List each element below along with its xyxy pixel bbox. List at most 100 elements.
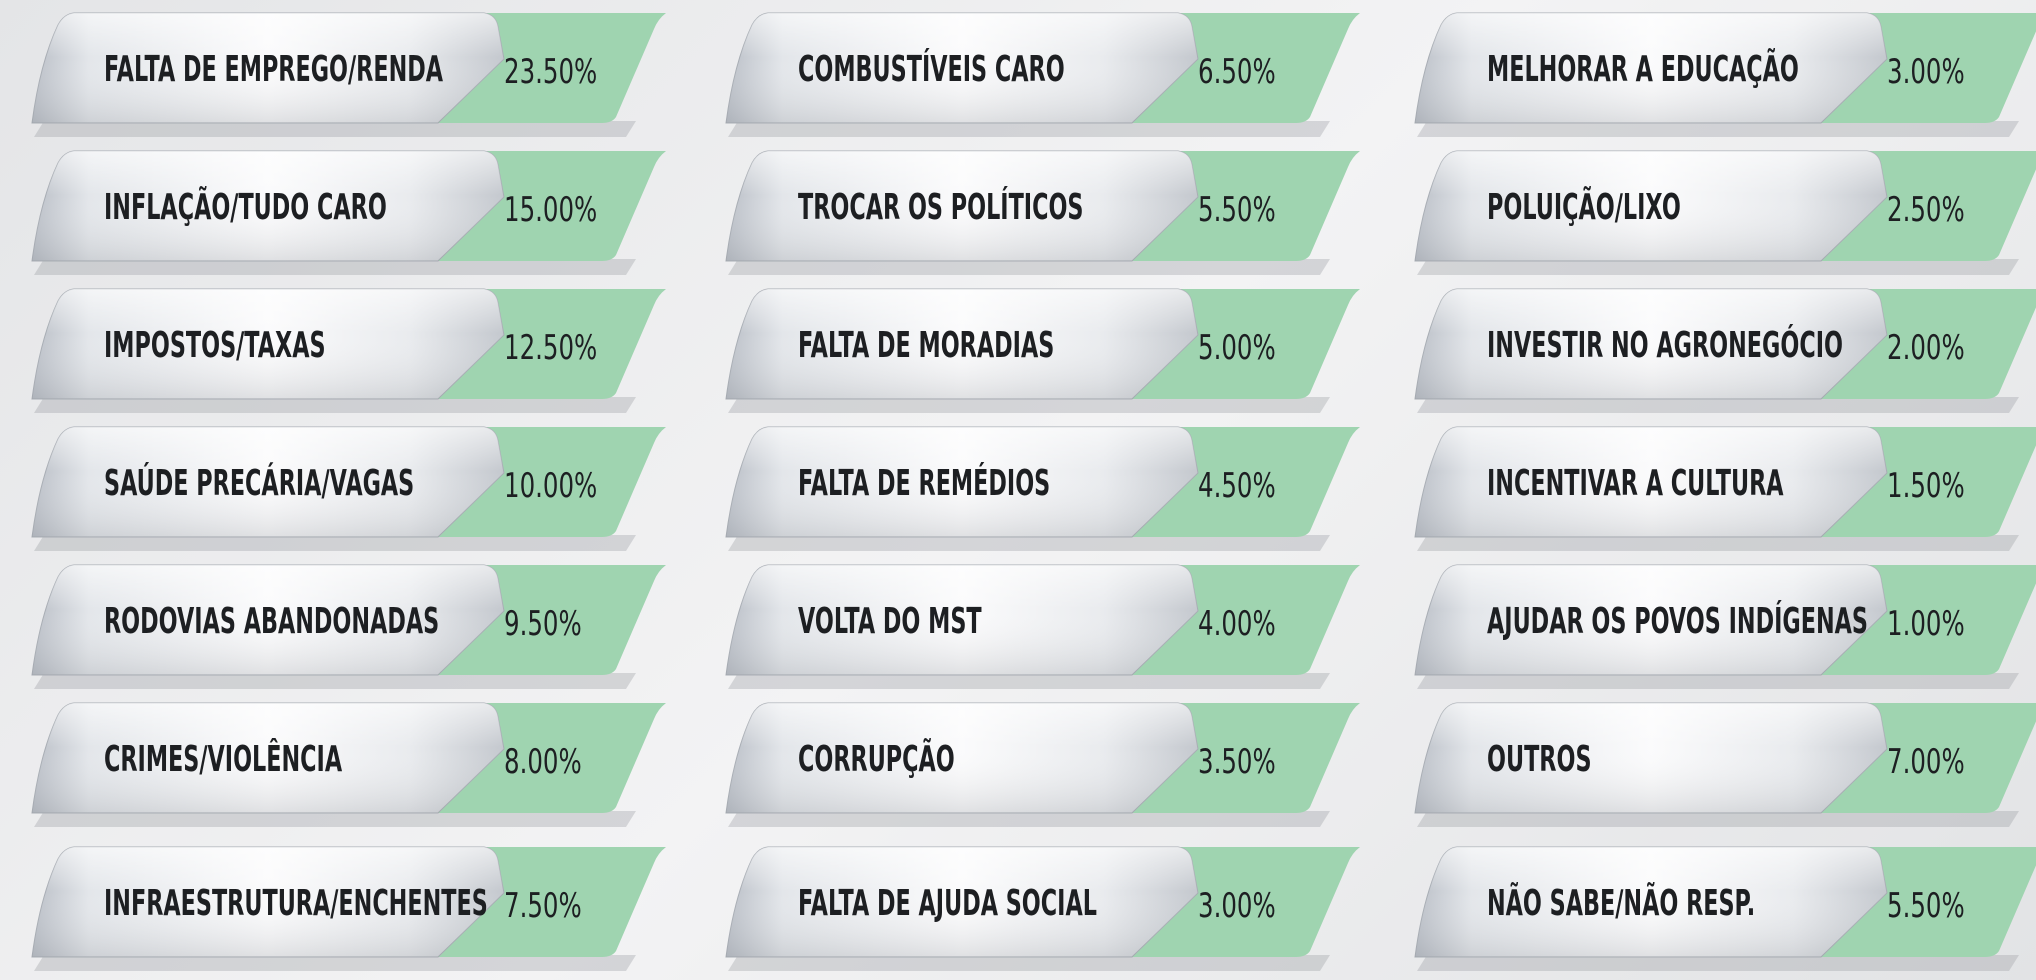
card: FALTA DE REMÉDIOS 4.50% xyxy=(725,426,1360,551)
item-label: CRIMES/VIOLÊNCIA xyxy=(104,737,343,780)
card: MELHORAR A EDUCAÇÃO 3.00% xyxy=(1414,12,2036,137)
item-label: AJUDAR OS POVOS INDÍGENAS xyxy=(1487,599,1868,642)
item-value: 10.00% xyxy=(504,466,597,505)
card-shadow xyxy=(34,673,636,689)
card-shadow xyxy=(728,259,1330,275)
item-label: COMBUSTÍVEIS CARO xyxy=(798,47,1065,90)
item-value: 2.00% xyxy=(1887,328,1965,367)
card: FALTA DE AJUDA SOCIAL 3.00% xyxy=(725,846,1360,971)
item-label: POLUIÇÃO/LIXO xyxy=(1487,184,1681,228)
item-label: INFRAESTRUTURA/ENCHENTES xyxy=(104,883,488,925)
item-label: SAÚDE PRECÁRIA/VAGAS xyxy=(104,460,414,504)
card-shadow xyxy=(728,955,1330,971)
item-value: 1.00% xyxy=(1887,604,1965,643)
card: SAÚDE PRECÁRIA/VAGAS 10.00% xyxy=(31,426,666,551)
item-value: 6.50% xyxy=(1198,52,1276,91)
label-gloss xyxy=(726,565,1198,675)
card: COMBUSTÍVEIS CARO 6.50% xyxy=(725,12,1360,137)
card-shadow xyxy=(728,397,1330,413)
item-value: 5.50% xyxy=(1198,190,1276,229)
card: FALTA DE MORADIAS 5.00% xyxy=(725,288,1360,413)
item-label: FALTA DE EMPREGO/RENDA xyxy=(104,49,444,91)
card: INFRAESTRUTURA/ENCHENTES 7.50% xyxy=(31,846,666,971)
item-label: IMPOSTOS/TAXAS xyxy=(104,325,326,367)
label-gloss xyxy=(726,13,1198,123)
card-shadow xyxy=(728,535,1330,551)
item-value: 12.50% xyxy=(504,328,597,367)
card: POLUIÇÃO/LIXO 2.50% xyxy=(1414,150,2036,275)
card-shadow xyxy=(1417,121,2019,137)
item-value: 3.50% xyxy=(1198,742,1276,781)
item-value: 3.00% xyxy=(1887,52,1965,91)
item-label: INVESTIR NO AGRONEGÓCIO xyxy=(1487,322,1843,366)
card-shadow xyxy=(34,811,636,827)
item-value: 7.50% xyxy=(504,886,582,925)
item-label: TROCAR OS POLÍTICOS xyxy=(798,185,1084,228)
card: TROCAR OS POLÍTICOS 5.50% xyxy=(725,150,1360,275)
card-shadow xyxy=(34,955,636,971)
item-value: 4.50% xyxy=(1198,466,1276,505)
item-value: 7.00% xyxy=(1887,742,1965,781)
item-label: VOLTA DO MST xyxy=(798,601,982,643)
card-shadow xyxy=(728,121,1330,137)
card-shadow xyxy=(728,811,1330,827)
item-value: 15.00% xyxy=(504,190,597,229)
card: VOLTA DO MST 4.00% xyxy=(725,564,1360,689)
item-label: FALTA DE AJUDA SOCIAL xyxy=(798,883,1097,925)
card-shadow xyxy=(1417,259,2019,275)
card-shadow xyxy=(34,259,636,275)
card: RODOVIAS ABANDONADAS 9.50% xyxy=(31,564,666,689)
item-label: NÃO SABE/NÃO RESP. xyxy=(1487,880,1755,924)
item-value: 5.50% xyxy=(1887,886,1965,925)
label-gloss xyxy=(1415,13,1887,123)
card: INCENTIVAR A CULTURA 1.50% xyxy=(1414,426,2036,551)
card: INFLAÇÃO/TUDO CARO 15.00% xyxy=(31,150,666,275)
item-label: OUTROS xyxy=(1487,739,1592,781)
item-label: FALTA DE MORADIAS xyxy=(798,325,1054,367)
card-shadow xyxy=(1417,397,2019,413)
label-gloss xyxy=(32,847,504,957)
item-value: 5.00% xyxy=(1198,328,1276,367)
label-gloss xyxy=(726,151,1198,261)
item-value: 1.50% xyxy=(1887,466,1965,505)
card: OUTROS 7.00% xyxy=(1414,702,2036,827)
card-shadow xyxy=(34,121,636,137)
card: AJUDAR OS POVOS INDÍGENAS 1.00% xyxy=(1414,564,2036,689)
label-gloss xyxy=(1415,703,1887,813)
label-gloss xyxy=(32,565,504,675)
label-gloss xyxy=(1415,427,1887,537)
label-gloss xyxy=(726,847,1198,957)
card-shadow xyxy=(1417,673,2019,689)
label-gloss xyxy=(1415,289,1887,399)
item-value: 4.00% xyxy=(1198,604,1276,643)
item-value: 9.50% xyxy=(504,604,582,643)
card: FALTA DE EMPREGO/RENDA 23.50% xyxy=(31,12,666,137)
label-gloss xyxy=(32,151,504,261)
card-shadow xyxy=(1417,955,2019,971)
item-value: 23.50% xyxy=(504,52,597,91)
item-value: 8.00% xyxy=(504,742,582,781)
item-label: INCENTIVAR A CULTURA xyxy=(1487,463,1784,505)
label-gloss xyxy=(1415,847,1887,957)
item-label: RODOVIAS ABANDONADAS xyxy=(104,601,439,643)
label-gloss xyxy=(726,703,1198,813)
card: CRIMES/VIOLÊNCIA 8.00% xyxy=(31,702,666,827)
card-shadow xyxy=(1417,535,2019,551)
item-label: FALTA DE REMÉDIOS xyxy=(798,461,1050,504)
label-gloss xyxy=(1415,151,1887,261)
card-shadow xyxy=(728,673,1330,689)
label-gloss xyxy=(32,13,504,123)
label-gloss xyxy=(726,427,1198,537)
card-shadow xyxy=(34,397,636,413)
card: IMPOSTOS/TAXAS 12.50% xyxy=(31,288,666,413)
item-label: CORRUPÇÃO xyxy=(798,736,955,780)
card-shadow xyxy=(1417,811,2019,827)
card: INVESTIR NO AGRONEGÓCIO 2.00% xyxy=(1414,288,2036,413)
card: NÃO SABE/NÃO RESP. 5.50% xyxy=(1414,846,2036,971)
label-gloss xyxy=(726,289,1198,399)
label-gloss xyxy=(32,289,504,399)
item-value: 3.00% xyxy=(1198,886,1276,925)
label-gloss xyxy=(32,427,504,537)
label-gloss xyxy=(1415,565,1887,675)
